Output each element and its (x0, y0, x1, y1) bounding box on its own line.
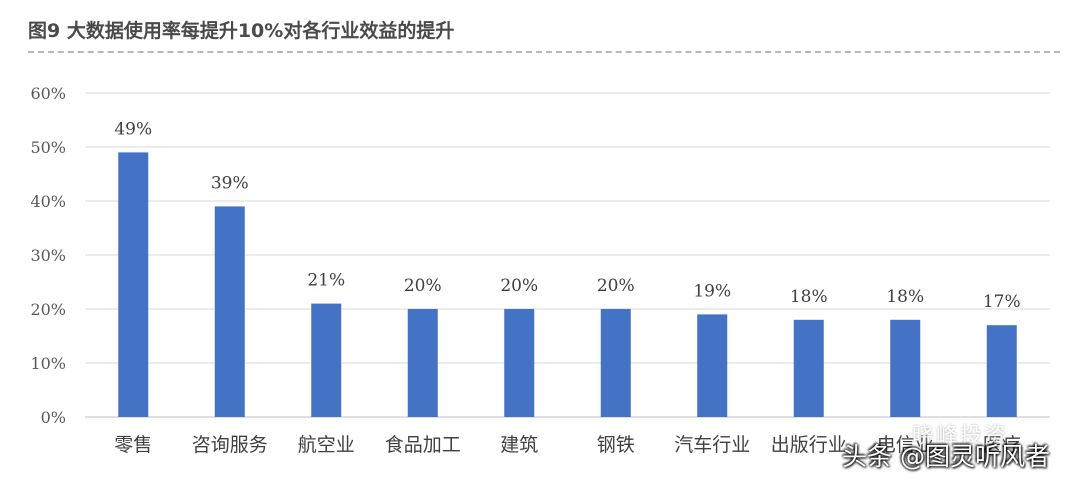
data-label: 20% (404, 276, 442, 296)
data-label: 39% (211, 173, 249, 193)
bar (793, 319, 824, 417)
bar (214, 206, 245, 417)
bar (118, 152, 149, 417)
bar (697, 314, 728, 417)
x-tick-label: 零售 (114, 434, 152, 456)
x-tick-label: 航空业 (298, 434, 355, 456)
bar (890, 319, 921, 417)
x-tick-label: 钢铁 (597, 434, 635, 456)
y-tick-label: 0% (41, 408, 66, 427)
y-tick-label: 50% (30, 138, 66, 157)
data-label: 20% (597, 276, 635, 296)
bar (600, 309, 631, 417)
data-label: 20% (500, 276, 538, 296)
y-tick-label: 60% (30, 84, 66, 103)
watermark-brand: 晓峰投资 (912, 424, 1009, 449)
data-label: 18% (886, 287, 924, 307)
x-tick-label: 建筑 (500, 434, 538, 456)
y-tick-label: 10% (30, 354, 66, 373)
bar (504, 309, 535, 417)
chart-title: 图9 大数据使用率每提升10%对各行业效益的提升 (28, 20, 455, 42)
x-tick-label: 出版行业 (771, 434, 847, 456)
x-tick-label: 咨询服务 (192, 434, 268, 456)
data-label: 49% (114, 119, 152, 139)
bar (986, 325, 1017, 417)
data-label: 18% (790, 287, 828, 307)
y-tick-label: 20% (30, 300, 66, 319)
title-divider (28, 51, 1060, 53)
watermark-platform: 头条 @图灵听风者 (842, 442, 1050, 471)
x-tick-label: 医疗 (983, 434, 1021, 456)
y-tick-label: 40% (30, 192, 66, 211)
data-label: 17% (983, 292, 1021, 312)
x-tick-label: 食品加工 (385, 434, 461, 456)
data-label: 21% (307, 271, 345, 291)
data-label: 19% (693, 281, 731, 301)
x-tick-label: 汽车行业 (674, 434, 750, 456)
x-tick-label: 电信业 (877, 434, 934, 456)
bar (407, 309, 438, 417)
y-tick-label: 30% (30, 246, 66, 265)
bar (311, 303, 342, 417)
